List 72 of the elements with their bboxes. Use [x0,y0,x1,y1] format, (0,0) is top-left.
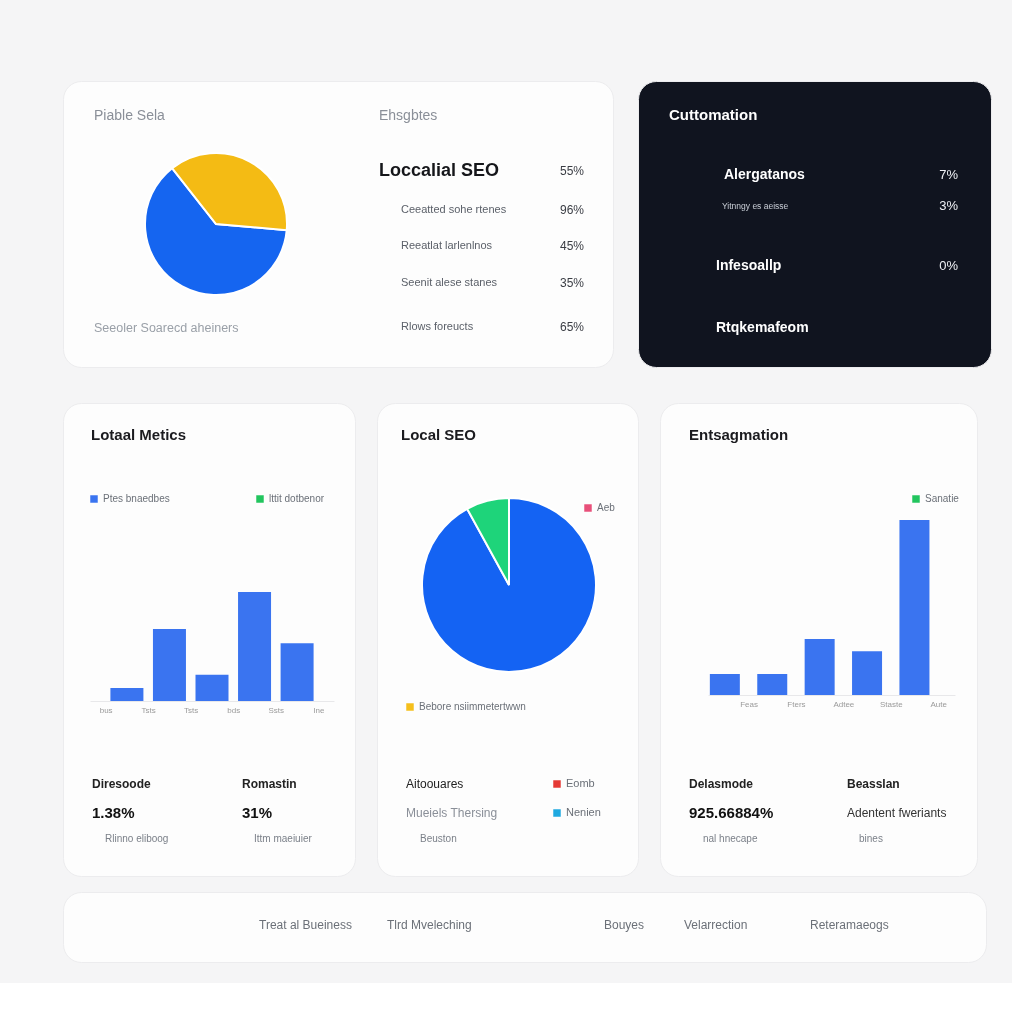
x-tick-label: Tsts [184,705,199,715]
text: Delasmode [689,777,754,791]
text: 0% [939,258,959,273]
legend-label: Sanatie [925,493,960,504]
x-tick-label: Aute [930,699,948,709]
text: Ittm maeiuier [254,833,313,844]
text: Loccalial SEO [379,160,500,180]
text: bines [859,833,883,844]
bar [238,592,272,701]
text: Mueiels Thersing [406,806,498,820]
text: Diresoode [92,777,152,791]
legend-label: Bebore nsiimmetertwwn [419,701,526,712]
text: Cuttomation [669,106,758,123]
text: 45% [559,239,585,253]
x-tick-label: Feas [740,699,758,709]
text: 7% [939,167,959,182]
text: Seenit alese stanes [401,276,498,288]
legend-label: Nenien [566,806,601,818]
text: 31% [242,804,273,821]
bar [152,629,186,701]
text: Aitoouares [406,777,464,791]
chart-title: Lotaal Metics [91,426,187,443]
x-tick-label: Ssts [268,705,285,715]
x-tick-label: Staste [879,699,904,709]
x-tick-label: bds [227,705,241,715]
text: Velarrection [684,918,748,932]
text: Ehsgbtes [379,107,438,123]
text: Beasslan [847,777,900,791]
text: Yitnngy es aeisse [722,201,789,211]
text: 96% [559,203,585,217]
legend-label: lttit dotbenor [269,493,325,504]
text: 3% [939,198,959,213]
text: Rlinno eliboog [105,833,169,844]
legend-label: Ptes bnaedbes [103,493,170,504]
bar [899,520,930,695]
text: Treat al Bueiness [259,918,352,932]
x-tick-label: bus [99,705,113,715]
text: nal hnecape [703,833,758,844]
bar [195,674,229,701]
text: Rtqkemafeom [716,319,809,335]
chart-title: Entsagmation [689,426,789,443]
text: Romastin [242,777,297,791]
text: Bouyes [604,918,645,932]
text: Alergatanos [724,166,806,182]
chart-title: Piable Sela [94,107,166,123]
bar [709,674,740,695]
text: Reteramaeogs [810,918,889,932]
text: Adentent fweriants [847,806,947,820]
legend-label: Aeb [597,502,616,513]
text: 1.38% [92,804,135,821]
x-tick-label: Tsts [141,705,156,715]
text: Infesoallp [716,257,782,273]
text: 35% [559,276,585,290]
bar [804,639,835,695]
bar [757,674,788,695]
bar [852,651,883,695]
text: Seeoler Soarecd aheiners [94,321,239,335]
x-tick-label: Ine [313,705,325,715]
text: Beuston [420,833,457,844]
x-tick-label: Fters [787,699,806,709]
text: Local SEO [401,426,477,443]
text: Tlrd Mveleching [387,918,472,932]
legend-label: Eomb [566,777,595,789]
text: Reeatlat larlenlnos [401,239,493,251]
text: Ceeatted sohe rtenes [401,203,507,215]
x-tick-label: Adtee [833,699,855,709]
text: Rlows foreucts [401,320,474,332]
bar [280,643,314,701]
text: 925.66884% [689,804,774,821]
bar [110,687,144,701]
text: 65% [559,320,585,334]
text: 55% [559,164,585,178]
